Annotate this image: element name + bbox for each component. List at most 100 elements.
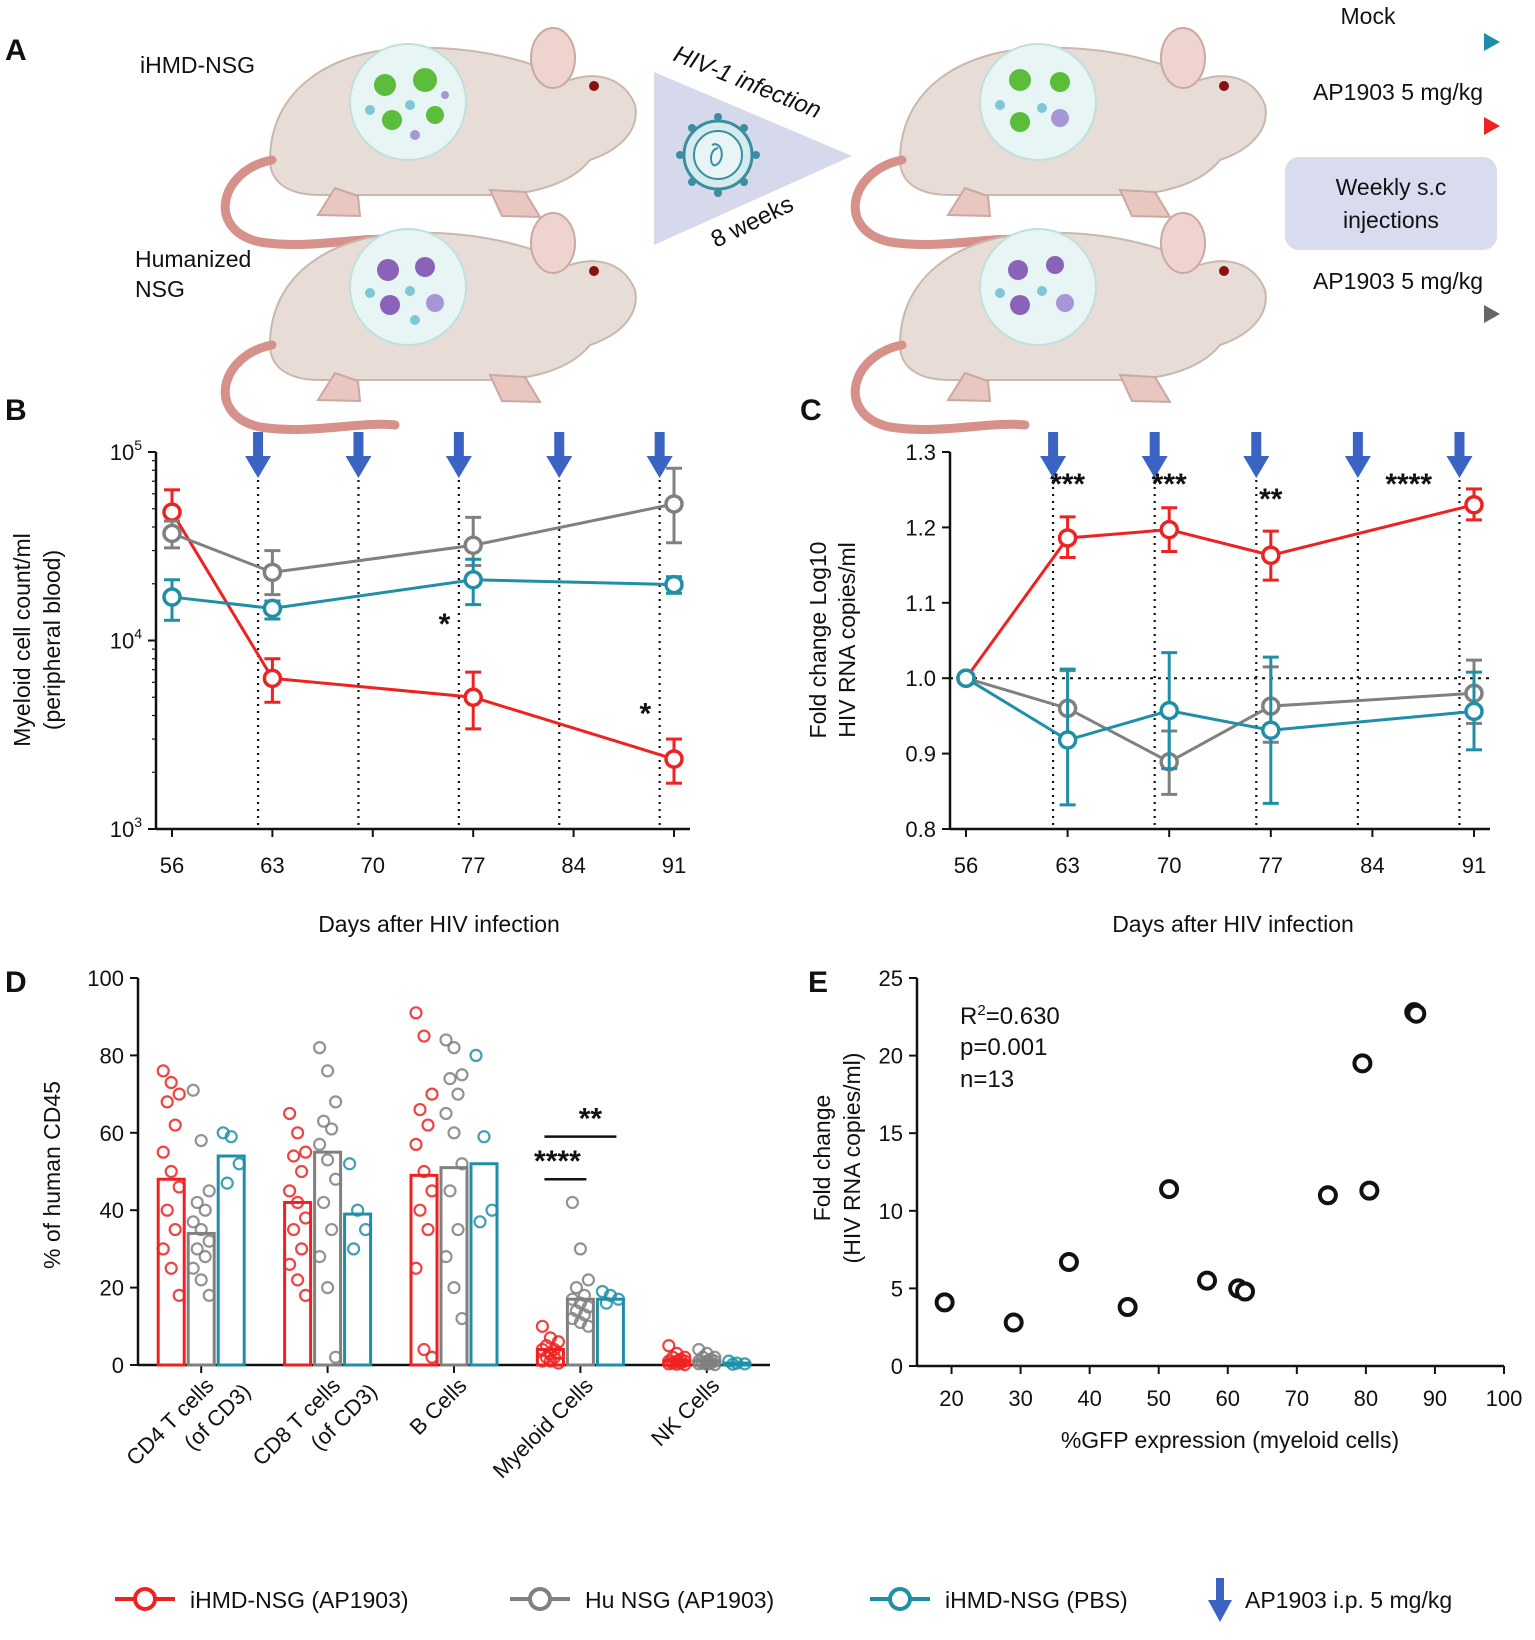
panel-d-data-point [325,1222,339,1237]
panel-c-significance-label: **** [1385,468,1432,501]
panel-d-data-point [543,1354,558,1368]
panel-c-series-line [964,503,1475,680]
panel-c-x-tick-label: 56 [954,853,978,878]
panel-d-bar [409,1173,439,1367]
panel-d-data-point [156,1145,170,1159]
panel-d-category-label: CD8 T cells(of CD3) [248,1357,382,1491]
panel-d-data-point [299,1211,313,1225]
panel-d-data-point [425,1087,439,1101]
panel-d-data-point [535,1354,550,1368]
panel-d-data-point [599,1296,614,1310]
panel-d-data-point [313,1250,327,1264]
legend-teal-label: iHMD-NSG (PBS) [945,1587,1128,1613]
panel-d-category-line1: Myeloid Cells [488,1373,598,1483]
panel-d-data-point [439,1250,453,1264]
panel-d-data-point [194,1222,208,1237]
panel-d-bar [343,1212,373,1367]
panel-d-category-line1: B Cells [405,1373,472,1440]
panel-b-dosing-arrow-icon [445,432,472,478]
panel-d-data-point [186,1215,200,1229]
panel-d-data-point [224,1130,238,1144]
panel-b-data-point [162,523,182,544]
panel-e-data-point [1317,1185,1338,1206]
panel-d-data-point [313,1137,327,1152]
panel-d-data-point [726,1357,740,1371]
panel-c: C Fold change Log10 HIV RNA copies/ml 56… [800,394,1490,937]
panel-d-data-point [447,1126,461,1140]
panel-c-data-point [1159,519,1179,540]
panel-d-category-line1: NK Cells [646,1373,724,1451]
panel-d-data-point [439,1033,453,1047]
panel-e-data-point [1117,1297,1138,1318]
panel-d-data-point [295,1164,309,1179]
panel-b-series-line [171,578,675,610]
panel-b-data-point [262,668,283,689]
legend: iHMD-NSG (AP1903) Hu NSG (AP1903) iHMD-N… [115,1578,1452,1622]
panel-d-data-point [343,1157,357,1171]
panel-c-series-teal [956,651,1484,807]
panel-d-data-point [164,1075,178,1090]
panel-d-data-point [299,1288,313,1302]
panel-b-series-red [162,488,684,785]
panel-e-data-point [1406,1003,1427,1024]
panel-c-significance-label: *** [1050,468,1085,501]
panel-d-bar [216,1154,246,1367]
panel-d-data-point [425,1184,439,1198]
panel-e-x-tick-label: 80 [1354,1386,1378,1411]
panel-d-data-point [451,1087,465,1101]
panel-d-bar [439,1166,469,1367]
panel-e-ylabel-line2: (HIV RNA copies/ml) [839,1053,865,1264]
panel-d-data-point [425,1350,439,1364]
panel-d-data-point [198,1250,212,1264]
panel-d-data-point [551,1346,566,1360]
panel-d-data-point [611,1292,626,1306]
panel-e-plot: 20 30 40 50 60 70 80 90 100 0 5 10 15 20 25 [879,966,1523,1411]
panel-d-data-point [447,1280,461,1295]
panel-d-data-point [164,1164,178,1179]
panel-b-dosing-arrow-icon [646,432,673,478]
mock-label: Mock [1341,3,1396,29]
panel-b-y-tick-base: 10 [110,629,134,654]
panel-b-data-point [262,562,283,583]
panel-d-data-point [164,1261,178,1275]
panel-b-data-point [463,535,483,556]
panel-e-pvalue: p=0.001 [960,1034,1047,1061]
panel-d-data-point [202,1288,216,1302]
panel-d-data-point [443,1072,457,1086]
panel-c-significance-label: ** [1259,483,1283,516]
panel-d-data-point [455,1068,469,1082]
panel-b-series-line [171,502,675,574]
panel-d-data-point [202,1234,216,1248]
legend-teal: iHMD-NSG (PBS) [870,1587,1128,1613]
panel-d-data-point [168,1222,182,1237]
panel-d-data-point [329,1095,343,1109]
panel-d-data-point [283,1184,297,1198]
panel-d-y-tick-label: 0 [112,1353,124,1378]
panel-c-x-tick-label: 77 [1259,853,1283,878]
panel-d-y-tick-label: 20 [100,1276,124,1301]
panel-d: D % of human CD45 0 20 40 60 80 100 CD4 T cell… [5,966,770,1491]
panel-b-x-tick-label: 70 [361,853,385,878]
panel-d-data-point [186,1083,200,1097]
panel-c-y-tick-label: 0.9 [905,742,936,767]
panel-e-r2: R2=0.630 [960,1002,1060,1030]
panel-d-data-point [409,1261,423,1275]
panel-a: A iHMD-NSG Humanized NSG [5,3,1500,430]
mouse-top-right [855,28,1266,245]
panel-b-y-tick-exp: 5 [134,437,142,453]
panel-d-data-point [455,1311,469,1326]
panel-e-x-tick-label: 100 [1486,1386,1523,1411]
panel-d-data-point [421,1118,435,1132]
panel-d-y-tick-label: 100 [87,966,124,991]
panel-d-bar [595,1297,625,1367]
panel-d-category-label: NK Cells [646,1373,724,1451]
panel-d-data-point [473,1215,487,1229]
panel-d-data-point [156,1064,170,1078]
panel-letter-a: A [5,34,27,67]
panel-d-data-point [565,1195,580,1210]
panel-e-x-tick-label: 90 [1423,1386,1447,1411]
panel-d-data-point [220,1176,234,1190]
panel-c-series-grey [956,658,1484,796]
panel-d-data-point [287,1149,301,1163]
panel-c-series-line [965,676,1475,742]
